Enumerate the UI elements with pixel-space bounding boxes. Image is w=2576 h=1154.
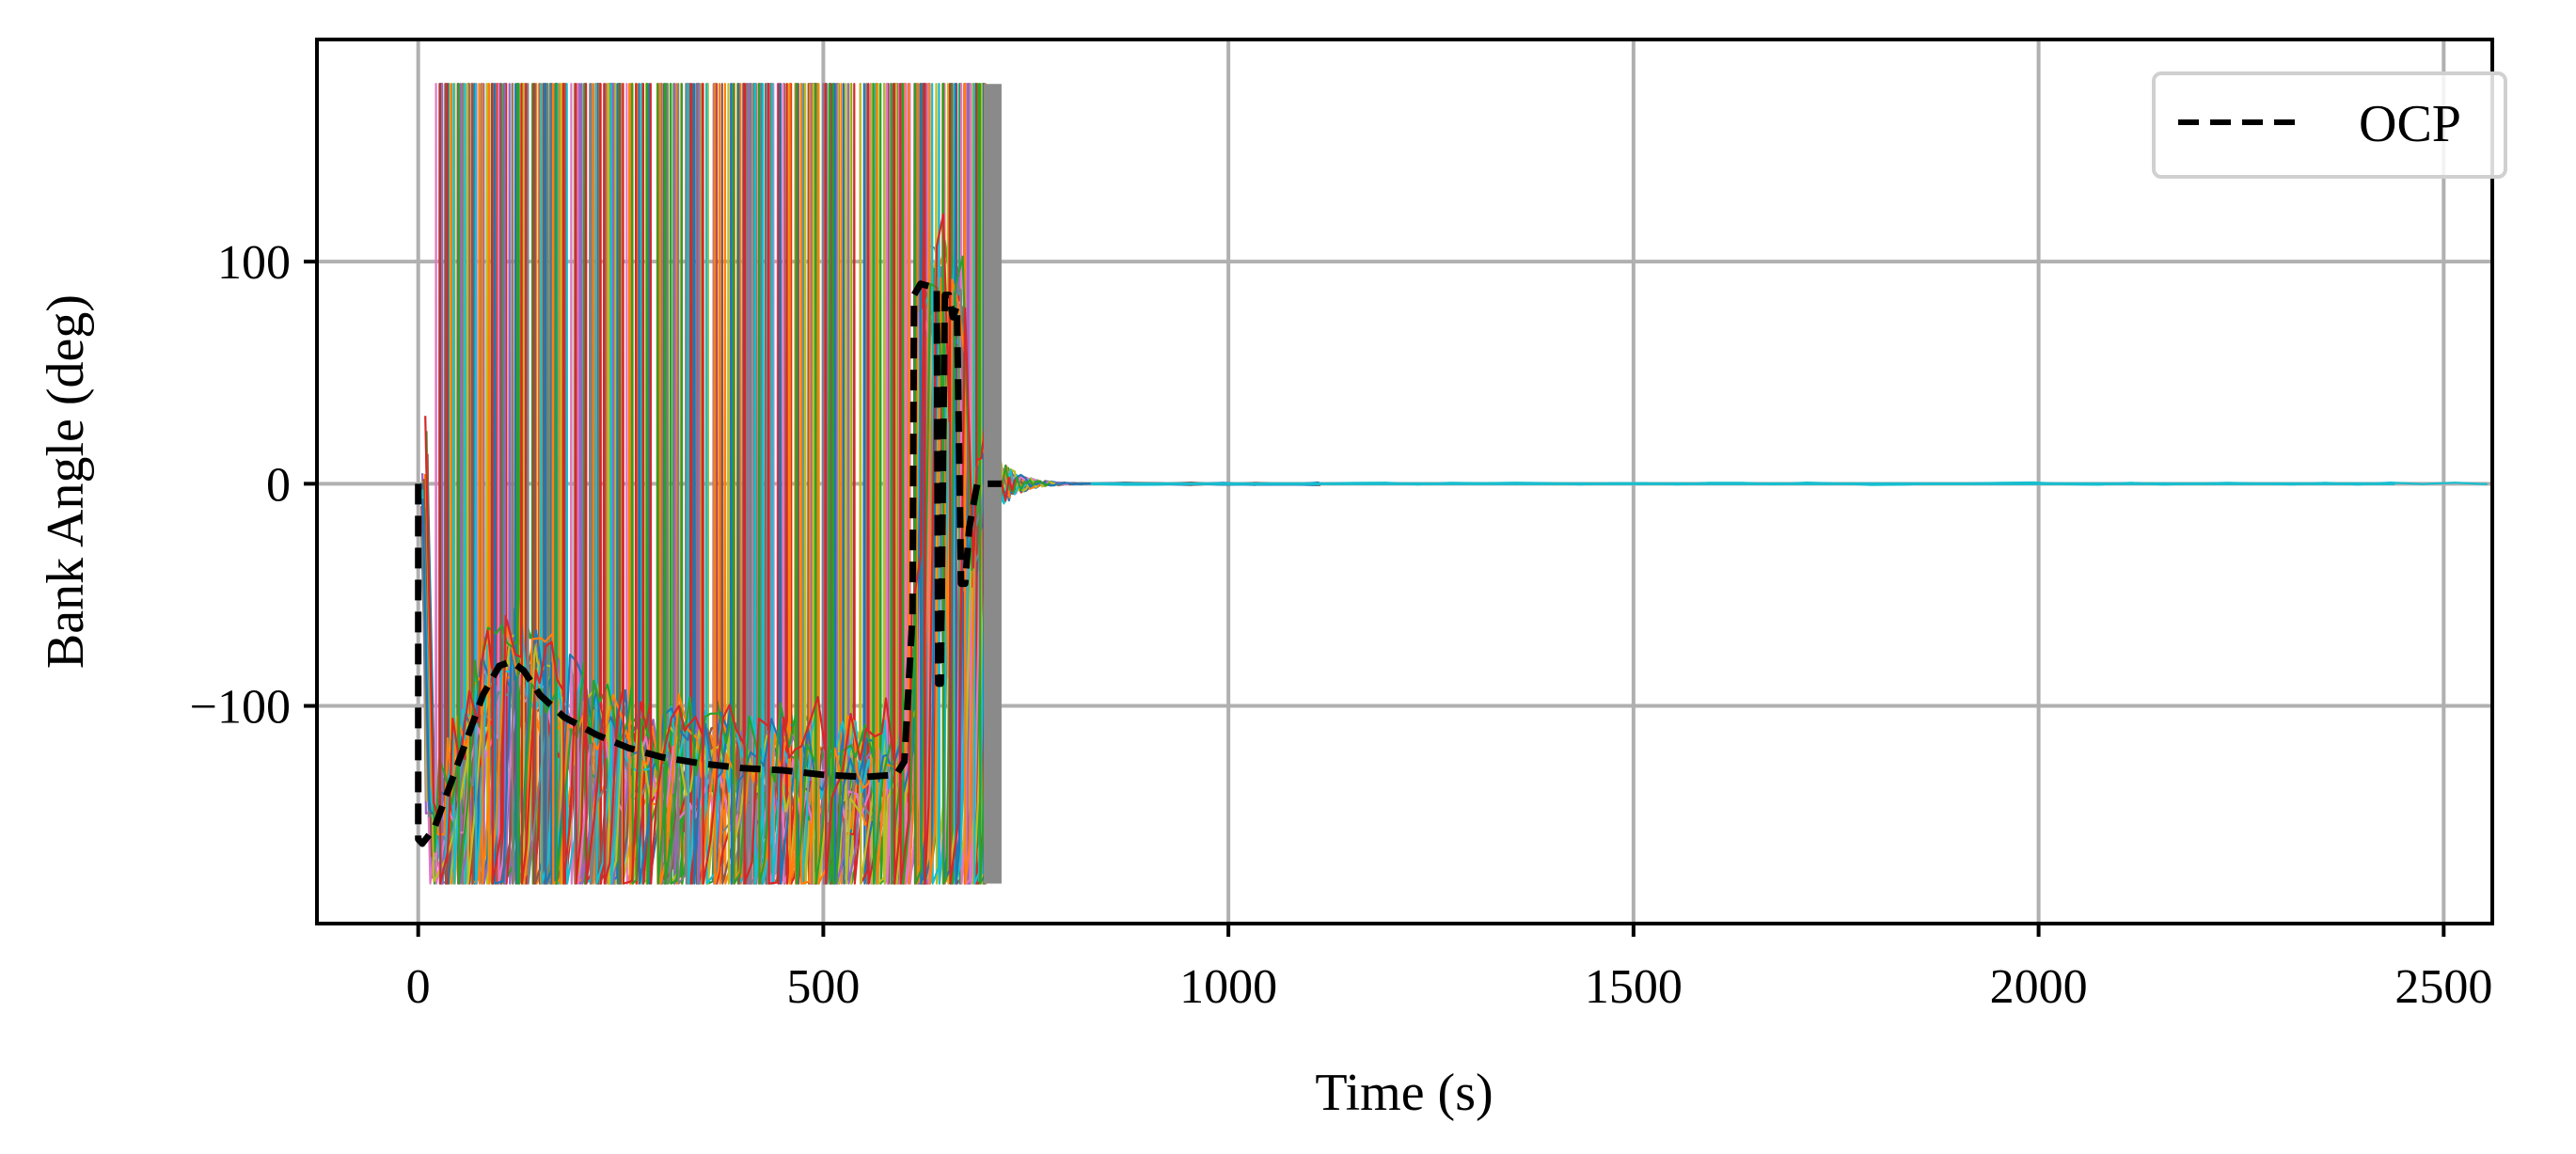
- legend-box: [2152, 71, 2507, 179]
- x-tick-label: 500: [786, 960, 860, 1014]
- x-axis-label: Time (s): [1315, 1064, 1493, 1122]
- x-tick-label: 0: [406, 960, 431, 1014]
- ocp-series-line: [415, 280, 1002, 847]
- y-axis: −100 0 100: [190, 236, 317, 735]
- x-tick-label: 2500: [2394, 960, 2492, 1014]
- x-tick-label: 1000: [1179, 960, 1277, 1014]
- monte-carlo-run-line: [424, 83, 1016, 885]
- legend: OCP: [2152, 71, 2507, 179]
- x-tick-label: 1500: [1585, 960, 1683, 1014]
- legend-ocp-label: OCP: [2359, 95, 2461, 153]
- monte-carlo-runs: [420, 83, 2488, 885]
- x-axis: 0 500 1000 1500 2000 2500: [406, 924, 2492, 1014]
- ocp-layer: [415, 280, 1002, 847]
- plot-frame: [315, 38, 2494, 925]
- y-tick-label: 100: [217, 236, 291, 290]
- y-axis-label: Bank Angle (deg): [37, 294, 95, 669]
- y-tick-label: 0: [266, 458, 291, 512]
- y-tick-label: −100: [190, 681, 291, 735]
- x-tick-label: 2000: [1990, 960, 2088, 1014]
